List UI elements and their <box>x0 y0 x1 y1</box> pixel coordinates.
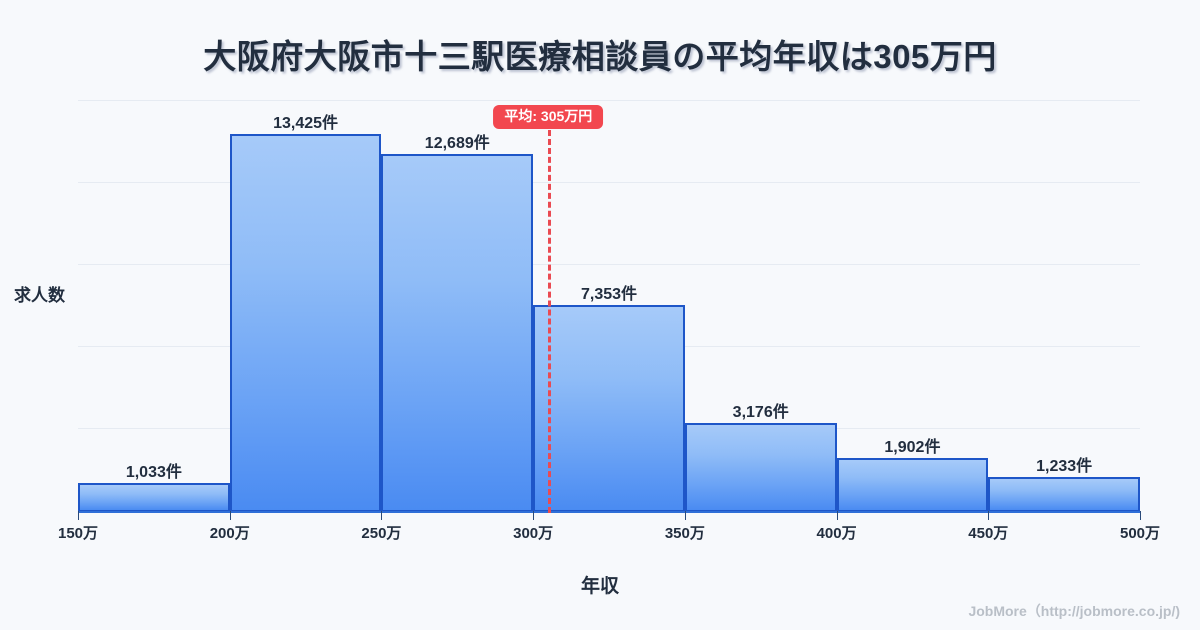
bar-value-label: 3,176件 <box>732 403 789 421</box>
x-tick-mark <box>381 511 383 520</box>
bar-value-label: 1,233件 <box>1036 458 1093 476</box>
x-tick-label: 200万 <box>209 525 250 542</box>
average-line <box>548 130 552 513</box>
x-tick-mark <box>1140 511 1141 520</box>
histogram-bar <box>836 458 989 512</box>
gridline <box>78 100 1140 101</box>
bar-value-label: 7,353件 <box>580 285 638 303</box>
x-tick-label: 350万 <box>664 525 705 542</box>
histogram-bar <box>381 154 534 512</box>
x-tick-label: 300万 <box>513 525 554 542</box>
x-tick-mark <box>836 511 838 520</box>
x-tick-label: 250万 <box>361 525 402 542</box>
histogram-bar <box>78 482 230 512</box>
x-tick-mark <box>78 511 79 520</box>
x-axis-line <box>78 511 1140 513</box>
histogram-bar <box>229 133 382 512</box>
x-tick-label: 450万 <box>968 525 1009 542</box>
chart-title: 大阪府大阪市十三駅医療相談員の平均年収は305万円 <box>203 38 997 75</box>
x-tick-mark <box>533 511 535 520</box>
watermark: JobMore（http://jobmore.co.jp/) <box>968 603 1180 619</box>
x-tick-label: 400万 <box>816 525 857 542</box>
x-tick-mark <box>229 511 231 520</box>
gridline <box>78 182 1140 183</box>
histogram-bar <box>988 477 1140 512</box>
average-badge: 平均: 305万円 <box>493 105 604 130</box>
x-axis-label: 年収 <box>580 576 619 597</box>
bar-value-label: 1,902件 <box>884 439 941 457</box>
x-tick-mark <box>684 511 686 520</box>
histogram-bar <box>684 422 837 512</box>
x-tick-label: 500万 <box>1119 525 1161 542</box>
x-tick-label: 150万 <box>57 525 99 542</box>
histogram-bar <box>533 304 685 512</box>
y-axis-label: 求人数 <box>14 286 65 305</box>
x-tick-mark <box>988 511 990 520</box>
bar-value-label: 13,425件 <box>273 114 339 132</box>
gridline <box>78 264 1140 265</box>
bars-layer: 1,033件 13,425件 12,689件 7,353件 3,176件 1,902件 1,… <box>78 114 1140 512</box>
bar-value-label: 12,689件 <box>424 135 490 153</box>
bar-value-label: 1,033件 <box>125 463 182 481</box>
